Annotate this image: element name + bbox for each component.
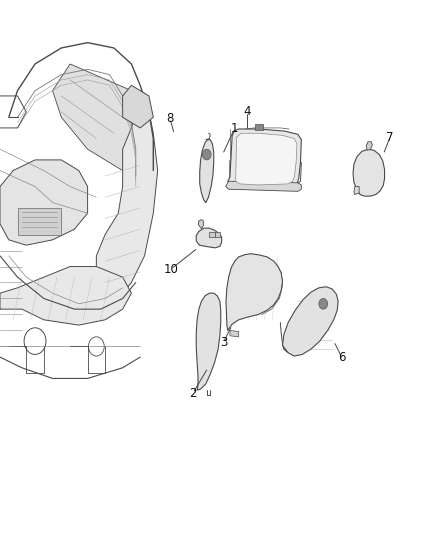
Bar: [215, 232, 220, 237]
Text: 2: 2: [189, 387, 197, 400]
PathPatch shape: [236, 133, 297, 185]
PathPatch shape: [196, 228, 222, 248]
PathPatch shape: [200, 140, 214, 203]
PathPatch shape: [0, 160, 88, 245]
PathPatch shape: [230, 330, 239, 337]
PathPatch shape: [226, 181, 301, 191]
PathPatch shape: [196, 293, 221, 390]
PathPatch shape: [226, 254, 283, 330]
PathPatch shape: [366, 142, 372, 150]
PathPatch shape: [123, 85, 153, 128]
Bar: [209, 232, 215, 237]
PathPatch shape: [283, 287, 338, 356]
Text: 7: 7: [386, 131, 394, 144]
PathPatch shape: [96, 112, 158, 298]
Text: 6: 6: [338, 351, 346, 364]
Text: 10: 10: [163, 263, 178, 276]
PathPatch shape: [0, 266, 131, 325]
Text: 4: 4: [244, 106, 251, 118]
Circle shape: [319, 298, 328, 309]
Bar: [255, 124, 263, 130]
Text: 1: 1: [230, 123, 238, 135]
Circle shape: [202, 149, 211, 160]
Text: 3: 3: [220, 336, 227, 349]
PathPatch shape: [354, 187, 359, 195]
PathPatch shape: [353, 149, 385, 196]
PathPatch shape: [18, 208, 61, 235]
Text: 8: 8: [166, 112, 173, 125]
PathPatch shape: [53, 64, 149, 171]
PathPatch shape: [228, 129, 301, 189]
PathPatch shape: [198, 220, 204, 229]
